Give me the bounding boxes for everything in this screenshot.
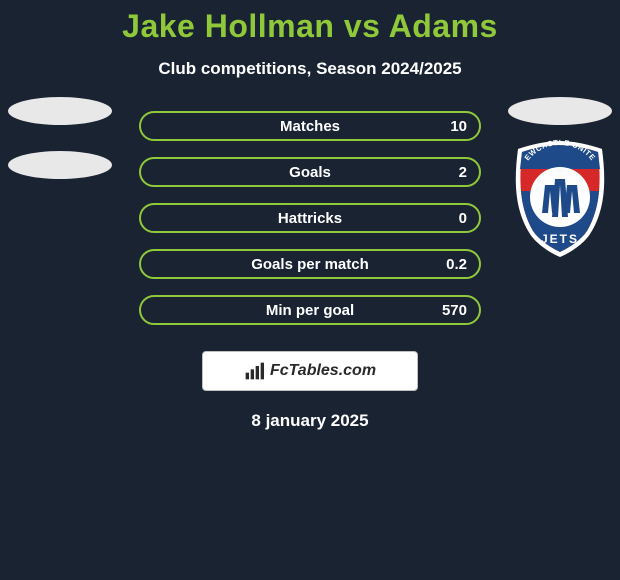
- newcastle-jets-badge-icon: NEWCASTLE UNITED JETS: [510, 139, 610, 259]
- stat-label: Min per goal: [266, 302, 354, 319]
- left-player-avatars: [8, 97, 112, 179]
- date-label: 8 january 2025: [0, 411, 620, 431]
- player-avatar-placeholder: [8, 97, 112, 125]
- page-title: Jake Hollman vs Adams: [0, 8, 620, 45]
- stats-area: NEWCASTLE UNITED JETS Matches 10 Goals 2…: [0, 111, 620, 325]
- brand-text: FcTables.com: [270, 362, 376, 380]
- stat-row-hattricks: Hattricks 0: [139, 203, 481, 233]
- stat-value: 0: [459, 210, 467, 227]
- stat-value: 570: [442, 302, 467, 319]
- stats-column: Matches 10 Goals 2 Hattricks 0 Goals per…: [139, 111, 481, 325]
- club-badge: NEWCASTLE UNITED JETS: [510, 139, 610, 259]
- stat-label: Hattricks: [278, 210, 342, 227]
- stat-label: Goals: [289, 164, 331, 181]
- stat-row-min-per-goal: Min per goal 570: [139, 295, 481, 325]
- stat-row-matches: Matches 10: [139, 111, 481, 141]
- player-avatar-placeholder: [8, 151, 112, 179]
- player-avatar-placeholder: [508, 97, 612, 125]
- stat-row-goals-per-match: Goals per match 0.2: [139, 249, 481, 279]
- bar-chart-icon: [244, 361, 264, 381]
- stat-row-goals: Goals 2: [139, 157, 481, 187]
- right-player-avatars: NEWCASTLE UNITED JETS: [508, 97, 612, 259]
- svg-text:JETS: JETS: [541, 232, 579, 246]
- brand-link[interactable]: FcTables.com: [202, 351, 418, 391]
- stat-value: 0.2: [446, 256, 467, 273]
- subtitle: Club competitions, Season 2024/2025: [0, 59, 620, 79]
- stat-label: Matches: [280, 118, 340, 135]
- stat-value: 10: [450, 118, 467, 135]
- comparison-card: Jake Hollman vs Adams Club competitions,…: [0, 0, 620, 431]
- stat-value: 2: [459, 164, 467, 181]
- stat-label: Goals per match: [251, 256, 369, 273]
